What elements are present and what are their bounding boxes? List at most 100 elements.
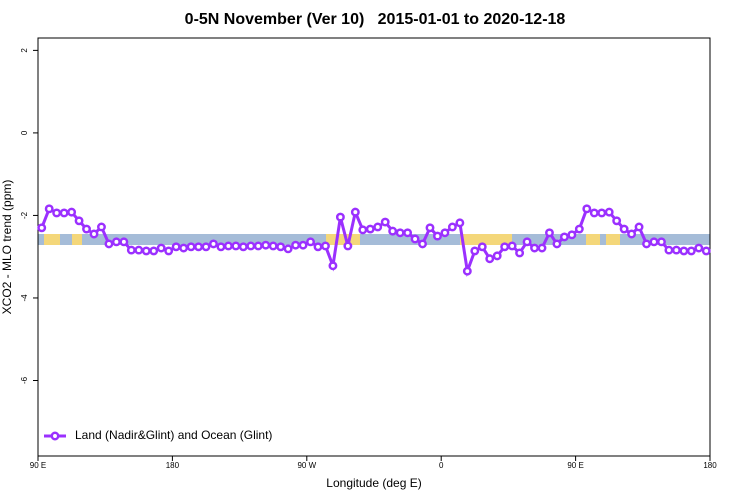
data-point <box>350 207 360 217</box>
data-point <box>485 254 495 264</box>
data-point <box>559 232 569 242</box>
data-point <box>679 246 689 256</box>
x-tick-label: 0 <box>439 461 444 470</box>
data-point <box>410 234 420 244</box>
chart-title: 0-5N November (Ver 10) 2015-01-01 to 202… <box>185 11 566 28</box>
land-strip <box>326 234 360 245</box>
x-axis-label: Longitude (deg E) <box>326 476 421 490</box>
data-point <box>701 246 711 256</box>
data-point <box>686 246 696 256</box>
data-point <box>492 251 502 261</box>
data-point <box>149 246 159 256</box>
data-point <box>515 248 525 258</box>
data-point <box>171 242 181 252</box>
data-point <box>567 230 577 240</box>
data-point <box>433 231 442 241</box>
ocean-strip <box>38 234 710 245</box>
land-strip <box>606 234 620 245</box>
plot-frame <box>37 37 711 457</box>
data-point <box>111 237 121 247</box>
data-point <box>470 246 480 256</box>
x-tick-label: 180 <box>166 461 180 470</box>
data-point <box>612 216 622 226</box>
data-point <box>231 241 241 251</box>
data-point <box>574 224 584 234</box>
y-axis-label: XCO2 - MLO trend (ppm) <box>0 180 14 315</box>
data-point <box>104 239 114 249</box>
data-point <box>365 224 375 234</box>
data-point <box>589 208 599 218</box>
data-point <box>530 243 539 253</box>
data-point <box>291 240 301 250</box>
data-point <box>649 237 659 247</box>
data-point <box>671 245 681 255</box>
data-point <box>186 242 196 252</box>
data-point <box>388 226 398 236</box>
data-point <box>552 239 562 249</box>
x-tick-label: 90 E <box>30 461 46 470</box>
x-tick-label: 180 <box>703 461 717 470</box>
data-point <box>201 242 211 252</box>
data-point <box>447 222 457 232</box>
data-point <box>283 244 293 254</box>
y-tick-label: -6 <box>20 376 29 384</box>
data-point <box>455 218 465 228</box>
data-point <box>694 243 704 253</box>
data-point <box>164 246 174 256</box>
data-point <box>582 204 592 214</box>
x-tick-label: 90 E <box>567 461 583 470</box>
data-point <box>545 228 554 238</box>
data-point <box>634 222 644 232</box>
data-point <box>179 243 189 253</box>
legend-marker <box>50 431 60 441</box>
y-tick-label: -2 <box>20 211 29 219</box>
data-point <box>321 241 330 251</box>
data-point <box>403 228 413 238</box>
data-point <box>126 245 136 255</box>
data-point <box>507 241 517 251</box>
data-point <box>537 243 547 253</box>
data-point <box>268 241 278 251</box>
data-point <box>627 229 637 239</box>
data-point <box>440 228 450 238</box>
data-point <box>156 243 166 253</box>
data-point <box>522 237 532 247</box>
data-point <box>380 217 390 227</box>
data-point <box>216 242 226 252</box>
x-tick-label: 90 W <box>297 461 316 470</box>
data-point <box>664 245 674 255</box>
data-point <box>89 229 99 239</box>
legend-label: Land (Nadir&Glint) and Ocean (Glint) <box>75 428 272 442</box>
land-strip <box>586 234 600 245</box>
data-point <box>276 242 286 252</box>
data-point <box>59 208 69 218</box>
data-point <box>194 242 203 252</box>
data-point <box>37 223 47 233</box>
data-point <box>418 239 427 249</box>
y-tick-label: 0 <box>20 130 29 135</box>
data-point <box>657 237 666 247</box>
data-point <box>97 222 106 232</box>
data-point <box>74 216 84 226</box>
data-point <box>141 246 151 256</box>
land-ocean-strip <box>38 234 710 245</box>
data-point <box>253 241 263 251</box>
data-point <box>343 241 353 251</box>
data-point <box>597 208 607 218</box>
data-point <box>238 242 248 252</box>
data-point <box>425 223 435 233</box>
data-point <box>209 239 218 249</box>
data-point <box>82 224 91 234</box>
data-point <box>223 241 233 251</box>
data-point <box>67 207 77 217</box>
data-point <box>306 237 315 247</box>
y-tick-label: 2 <box>20 48 29 53</box>
data-point <box>395 228 405 238</box>
data-point <box>373 222 383 232</box>
data-point <box>328 261 338 271</box>
data-point <box>500 242 510 252</box>
data-point <box>462 266 472 276</box>
data-point <box>313 242 323 252</box>
